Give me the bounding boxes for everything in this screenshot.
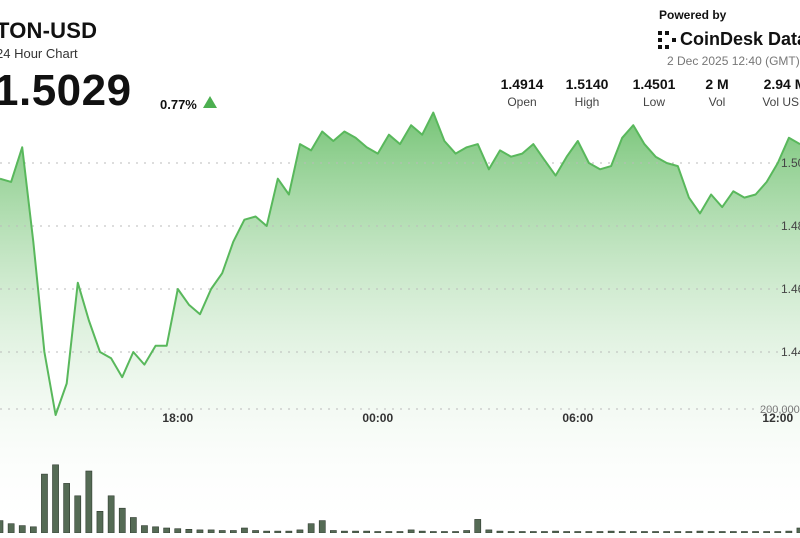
x-tick-label: 06:00	[562, 411, 593, 425]
stat-value: 1.5140	[565, 76, 609, 92]
stat-vol-usd: 2.94 M Vol USD	[750, 76, 800, 109]
volume-bar	[96, 510, 104, 534]
y-tick-label: 1.46	[781, 282, 800, 296]
stat-label: High	[574, 95, 600, 109]
brand-name: CoinDesk Data	[680, 29, 800, 49]
brand-logo[interactable]: CoinDesk Data	[658, 29, 800, 50]
volume-bar	[118, 507, 126, 534]
volume-bar	[130, 517, 137, 534]
coindesk-logo-icon	[658, 30, 676, 49]
stat-value: 1.4914	[500, 76, 544, 92]
volume-bar	[18, 525, 26, 534]
stat-vol: 2 M Vol	[682, 76, 752, 109]
y-tick-label: 1.50	[781, 156, 800, 170]
volume-bar	[318, 520, 326, 534]
volume-tick-label: 200,000	[760, 404, 800, 416]
y-tick-label: 1.44	[781, 345, 800, 359]
x-tick-label: 18:00	[162, 411, 193, 425]
x-tick-label: 12:00	[762, 411, 793, 425]
volume-bar	[174, 528, 182, 534]
timestamp: 2 Dec 2025 12:40 (GMT)	[667, 54, 800, 68]
volume-bar	[41, 473, 48, 534]
stat-label: Open	[507, 95, 537, 109]
price-area	[0, 112, 800, 533]
stat-label: Low	[642, 95, 665, 109]
stat-open: 1.4914 Open	[487, 76, 557, 109]
volume-bar	[29, 526, 37, 534]
volume-bar	[163, 527, 171, 534]
chart-subtitle: 24 Hour Chart	[0, 46, 78, 61]
current-price: 1.5029	[0, 66, 132, 115]
pair-title: TON-USD	[0, 18, 98, 43]
volume-bar	[141, 525, 148, 534]
volume-bar	[85, 470, 93, 534]
volume-bar	[474, 519, 482, 534]
stat-value: 1.4501	[632, 76, 676, 92]
volume-bar	[0, 520, 4, 534]
volume-bar	[63, 483, 70, 534]
stat-label: Vol USD	[762, 95, 800, 109]
x-tick-label: 00:00	[362, 411, 393, 425]
volume-bar	[107, 495, 115, 534]
stat-high: 1.5140 High	[552, 76, 622, 109]
volume-bar	[74, 495, 82, 534]
stat-value: 2 M	[705, 76, 729, 92]
volume-bar	[152, 526, 159, 534]
volume-bar	[241, 527, 248, 534]
up-arrow-icon	[203, 96, 217, 108]
volume-bar	[52, 464, 59, 534]
stat-low: 1.4501 Low	[619, 76, 689, 109]
y-tick-label: 1.48	[781, 219, 800, 233]
volume-bar	[7, 523, 15, 534]
volume-bar	[185, 528, 193, 534]
volume-bar	[307, 523, 315, 534]
stat-label: Vol	[708, 95, 726, 109]
stat-value: 2.94 M	[763, 76, 800, 92]
price-line	[0, 111, 800, 416]
powered-by-label: Powered by	[659, 8, 727, 22]
price-change: 0.77%	[160, 97, 197, 112]
